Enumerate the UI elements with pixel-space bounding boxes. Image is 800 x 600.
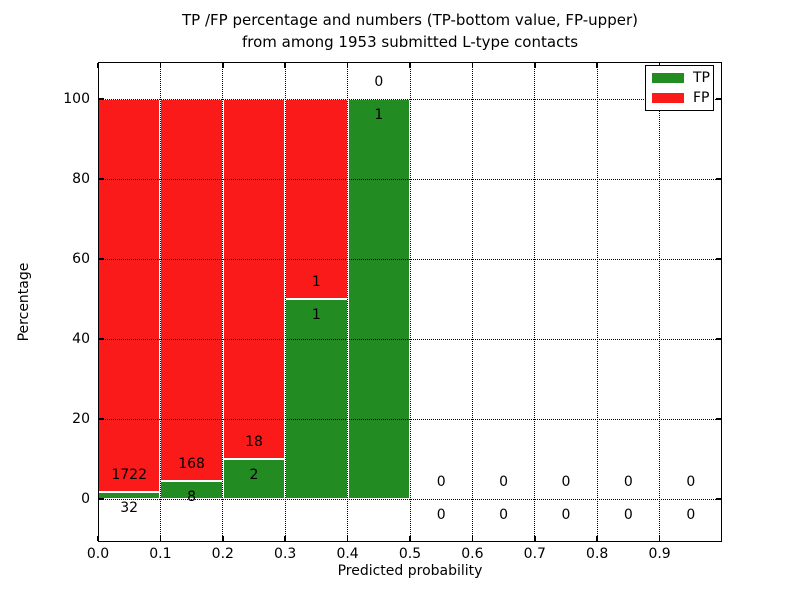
chart-title-line2: from among 1953 submitted L-type contact… xyxy=(241,33,579,51)
fp-count-label-1: 168 xyxy=(178,455,205,472)
fp-count-label-5: 0 xyxy=(436,474,446,490)
x-tick-label-0.6: 0.6 xyxy=(461,546,484,562)
x-tick-top-0.5 xyxy=(409,63,411,68)
legend-label-fp: FP xyxy=(693,90,710,107)
y-tick-right-60 xyxy=(716,258,721,260)
tp-count-label-3: 1 xyxy=(311,307,321,323)
x-tick-label-0.8: 0.8 xyxy=(586,546,609,562)
x-tick-top-0.1 xyxy=(159,63,162,68)
tp-count-label-9: 0 xyxy=(686,507,696,523)
bar-tp-segment-4 xyxy=(347,99,410,499)
legend-swatch-fp xyxy=(652,93,684,104)
legend-swatch-tp xyxy=(652,72,684,83)
x-tick-top-0.8 xyxy=(596,63,598,68)
x-tick-bottom-0.5 xyxy=(409,536,411,541)
y-tick-label-40: 40 xyxy=(72,330,90,347)
y-tick-label-60: 60 xyxy=(72,250,90,267)
x-tick-label-0.0: 0.0 xyxy=(86,546,110,562)
tp-count-label-6: 0 xyxy=(499,507,509,523)
chart-title-line1: TP /FP percentage and numbers (TP-bottom… xyxy=(182,11,638,29)
y-tick-left-80 xyxy=(99,178,104,180)
grid-line-x-0.8 xyxy=(596,62,598,542)
y-tick-label-0: 0 xyxy=(81,490,90,507)
x-tick-top-0.7 xyxy=(534,63,536,68)
x-tick-top-0.3 xyxy=(284,63,286,68)
x-tick-top-0.2 xyxy=(222,63,224,68)
x-tick-top-0.4 xyxy=(346,63,349,68)
x-tick-bottom-0.1 xyxy=(159,536,162,541)
tp-count-label-0: 32 xyxy=(120,499,139,516)
x-tick-top-0.0 xyxy=(97,63,99,68)
x-tick-bottom-0.7 xyxy=(534,536,536,541)
x-tick-bottom-0.6 xyxy=(471,536,474,541)
grid-line-x-0.6 xyxy=(471,62,473,542)
x-tick-bottom-0.2 xyxy=(222,536,224,541)
fp-count-label-8: 0 xyxy=(623,474,633,490)
tp-count-label-2: 2 xyxy=(249,467,259,483)
fp-count-label-4: 0 xyxy=(374,74,384,90)
y-tick-right-0 xyxy=(716,498,721,500)
y-tick-left-40 xyxy=(99,338,104,340)
legend-box: TP FP xyxy=(645,65,714,111)
legend-label-tp: TP xyxy=(693,69,710,86)
chart-title: TP /FP percentage and numbers (TP-bottom… xyxy=(98,9,722,53)
tp-count-label-4: 1 xyxy=(374,107,384,123)
x-tick-label-0.2: 0.2 xyxy=(211,546,234,562)
x-tick-label-0.4: 0.4 xyxy=(336,546,359,562)
grid-line-x-0.4 xyxy=(347,62,349,542)
bar-tp-segment-3 xyxy=(285,299,348,499)
fp-count-label-7: 0 xyxy=(561,474,571,490)
y-axis-label: Percentage xyxy=(16,262,32,342)
y-tick-left-100 xyxy=(99,98,104,100)
bar-fp-segment-0 xyxy=(98,99,161,492)
x-tick-label-0.9: 0.9 xyxy=(648,546,671,562)
x-tick-bottom-0.4 xyxy=(346,536,349,541)
fp-count-label-9: 0 xyxy=(686,474,696,490)
fp-count-label-2: 18 xyxy=(245,434,263,450)
grid-line-x-0.7 xyxy=(534,62,536,542)
x-tick-label-0.7: 0.7 xyxy=(523,546,546,562)
bar-fp-segment-2 xyxy=(222,99,286,459)
y-tick-right-20 xyxy=(716,418,721,420)
x-axis-label: Predicted probability xyxy=(337,563,483,579)
x-tick-label-0.1: 0.1 xyxy=(149,546,172,562)
x-tick-label-0.5: 0.5 xyxy=(398,546,422,562)
x-tick-top-0.6 xyxy=(471,63,474,68)
x-tick-bottom-0.3 xyxy=(284,536,286,541)
x-tick-bottom-0.9 xyxy=(658,536,661,541)
y-tick-label-20: 20 xyxy=(72,410,90,427)
tp-count-label-5: 0 xyxy=(436,507,446,523)
grid-line-x-0.9 xyxy=(659,62,661,542)
x-tick-bottom-0.8 xyxy=(596,536,598,541)
y-tick-left-0 xyxy=(99,498,104,500)
y-tick-label-100: 100 xyxy=(63,90,90,107)
tp-count-label-1: 8 xyxy=(187,488,197,505)
grid-line-x-0.1 xyxy=(159,62,161,542)
x-tick-bottom-0.0 xyxy=(97,536,99,541)
tp-count-label-8: 0 xyxy=(623,507,633,523)
legend-item-fp: FP xyxy=(646,88,713,108)
fp-count-label-6: 0 xyxy=(499,474,509,490)
bar-fp-segment-3 xyxy=(285,99,348,299)
grid-line-x-0.2 xyxy=(222,62,224,542)
legend-item-tp: TP xyxy=(646,68,713,88)
y-tick-right-40 xyxy=(716,338,721,340)
grid-line-x-0.3 xyxy=(284,62,286,542)
fp-count-label-0: 1722 xyxy=(111,466,148,483)
y-tick-label-80: 80 xyxy=(72,170,90,187)
bar-fp-segment-1 xyxy=(160,99,223,481)
grid-line-x-0.5 xyxy=(409,62,411,542)
bar-tp-segment-1 xyxy=(160,480,223,499)
fp-count-label-3: 1 xyxy=(311,274,321,290)
tp-count-label-7: 0 xyxy=(561,507,571,523)
y-tick-left-60 xyxy=(99,258,104,260)
y-tick-right-100 xyxy=(716,98,721,100)
y-tick-left-20 xyxy=(99,418,104,420)
y-tick-right-80 xyxy=(716,178,721,180)
x-tick-label-0.3: 0.3 xyxy=(274,546,297,562)
